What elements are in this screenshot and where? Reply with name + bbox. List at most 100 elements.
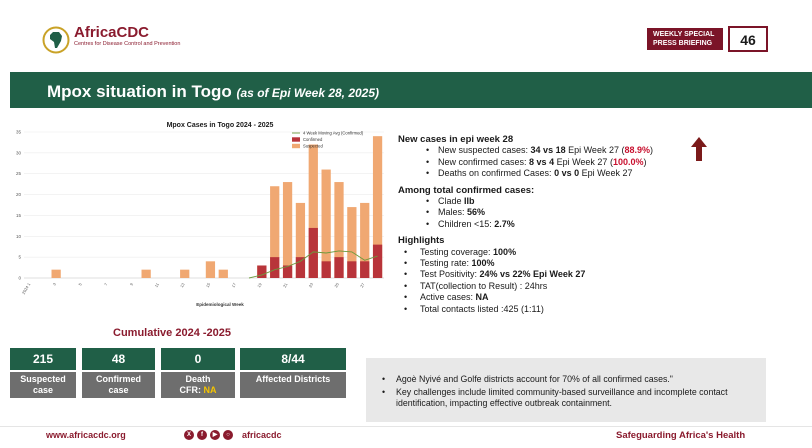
rate-label: Testing rate: xyxy=(420,258,472,269)
card-value: 0 xyxy=(161,348,235,370)
children-label: Children <15: xyxy=(438,218,495,229)
list-item: Test Positivity: 24% vs 22% Epi Week 27 xyxy=(398,269,718,281)
bar-suspected xyxy=(321,169,331,278)
deaths-label: Deaths on confirmed Cases: xyxy=(438,168,555,179)
bar-confirmed xyxy=(372,244,383,278)
up-arrow-icon xyxy=(691,137,707,161)
among-heading: Among total confirmed cases: xyxy=(398,184,535,196)
instagram-icon[interactable]: ○ xyxy=(223,430,233,440)
suspected-rest: Epi Week 27 ( xyxy=(565,145,625,156)
y-tick-label: 30 xyxy=(16,150,22,155)
list-item: Clade IIb xyxy=(398,196,718,208)
y-tick-label: 10 xyxy=(16,234,22,239)
footer-divider xyxy=(0,426,812,427)
legend-label: 4 Week Moving Avg (Confirmed) xyxy=(303,131,364,136)
briefing-line1: WEEKLY SPECIAL xyxy=(653,31,715,38)
card-label-line1: Confirmed xyxy=(96,374,141,384)
bar-suspected xyxy=(372,136,383,278)
legend-label: Confirmed xyxy=(303,137,323,142)
males-label: Males: xyxy=(438,207,468,218)
cumulative-title: Cumulative 2024 -2025 xyxy=(113,327,232,339)
cases-chart: Mpox Cases in Togo 2024 - 2025 051015202… xyxy=(16,122,384,307)
briefing-number: 46 xyxy=(728,26,768,52)
suspected-label: New suspected cases: xyxy=(438,145,531,156)
rate-value: 100% xyxy=(471,258,495,269)
coverage-value: 100% xyxy=(493,246,517,257)
list-item: New suspected cases: 34 vs 18 Epi Week 2… xyxy=(398,145,718,157)
list-item: Active cases: NA xyxy=(398,292,718,304)
title-band xyxy=(10,72,812,108)
legend-swatch xyxy=(292,137,300,142)
legend-swatch xyxy=(292,143,300,149)
x-tick-label: 2024 1 xyxy=(21,281,32,295)
x-tick-label: 5 xyxy=(77,281,83,286)
bar-suspected xyxy=(295,202,306,278)
positivity-label: Test Positivity: xyxy=(420,269,480,280)
y-tick-label: 25 xyxy=(16,171,22,176)
cumulative-card-death: 0 Death CFR: NA xyxy=(161,348,235,398)
confirmed-close: ) xyxy=(643,156,647,167)
x-tick-label: 17 xyxy=(230,281,237,288)
page-title-sub: (as of Epi Week 28, 2025) xyxy=(236,86,380,100)
x-tick-label: 21 xyxy=(282,281,289,288)
coverage-label: Testing coverage: xyxy=(420,246,494,257)
list-item: Total contacts listed :425 (1:11) xyxy=(398,303,718,316)
card-value: 8/44 xyxy=(240,348,346,370)
deaths-value: 0 vs 0 xyxy=(554,168,580,179)
card-label-line1: Affected Districts xyxy=(255,374,331,384)
facebook-icon[interactable]: f xyxy=(197,430,207,440)
youtube-icon[interactable]: ▶ xyxy=(210,430,220,440)
card-label: Affected Districts xyxy=(240,372,346,398)
cfr-value: NA xyxy=(203,385,217,395)
bar-confirmed xyxy=(308,227,318,278)
card-value: 215 xyxy=(10,348,76,370)
active-label: Active cases: xyxy=(420,292,476,303)
x-tick-label: 15 xyxy=(205,281,212,288)
positivity-value: 24% vs 22% Epi Week 27 xyxy=(479,269,586,280)
x-tick-label: 3 xyxy=(52,281,58,286)
bar-suspected xyxy=(51,269,61,278)
bar-confirmed xyxy=(347,261,357,278)
org-subtitle: Centres for Disease Control and Preventi… xyxy=(74,41,181,47)
card-value: 48 xyxy=(82,348,155,370)
x-tick-label: 23 xyxy=(308,281,315,288)
list-item: Children <15: 2.7% xyxy=(398,218,718,231)
moving-average-line xyxy=(248,250,378,279)
card-label: Death CFR: NA xyxy=(161,372,235,398)
x-tick-label: 25 xyxy=(333,281,340,288)
card-label: Confirmed case xyxy=(82,372,155,398)
bar-confirmed xyxy=(360,261,370,278)
suspected-value: 34 vs 18 xyxy=(530,145,566,156)
x-axis-label: Epidemiological Week xyxy=(196,302,244,307)
list-item: New confirmed cases: 8 vs 4 Epi Week 27 … xyxy=(398,156,718,169)
confirmed-value: 8 vs 4 xyxy=(529,156,555,167)
list-item: Testing coverage: 100% xyxy=(398,246,718,259)
bar-confirmed xyxy=(270,257,280,278)
stats-panel: New cases in epi week 28 New suspected c… xyxy=(398,134,718,316)
card-label-line2: case xyxy=(32,385,54,395)
legend-label: Suspected xyxy=(303,144,323,149)
highlights-list: Testing coverage: 100% Testing rate: 100… xyxy=(398,246,718,316)
children-value: 2.7% xyxy=(494,218,515,229)
clade-label: Clade xyxy=(438,196,465,207)
confirmed-rest: Epi Week 27 ( xyxy=(554,156,613,167)
tat-text: TAT(collection to Result) : 24hrs xyxy=(420,280,548,291)
suspected-pct: 88.9% xyxy=(624,145,650,156)
chart-title: Mpox Cases in Togo 2024 - 2025 xyxy=(167,122,274,129)
clade-value: IIb xyxy=(464,196,475,207)
footer-url[interactable]: www.africacdc.org xyxy=(46,430,126,440)
y-tick-label: 20 xyxy=(16,192,22,197)
page-title-main: Mpox situation in Togo xyxy=(47,82,232,101)
briefing-line2: PRESS BRIEFING xyxy=(653,39,713,47)
x-icon[interactable]: X xyxy=(184,430,194,440)
contacts-text: Total contacts listed :425 (1:11) xyxy=(420,303,544,314)
card-label-line1: Suspected xyxy=(20,374,66,384)
list-item: Key challenges include limited community… xyxy=(380,387,758,409)
cumulative-card-districts: 8/44 Affected Districts xyxy=(240,348,346,398)
suspected-close: ) xyxy=(650,145,653,156)
social-handle[interactable]: africacdc xyxy=(242,430,282,440)
list-item: Testing rate: 100% xyxy=(398,258,718,270)
bar-suspected xyxy=(180,269,190,278)
list-item: TAT(collection to Result) : 24hrs xyxy=(398,280,718,293)
bar-confirmed xyxy=(257,265,267,278)
